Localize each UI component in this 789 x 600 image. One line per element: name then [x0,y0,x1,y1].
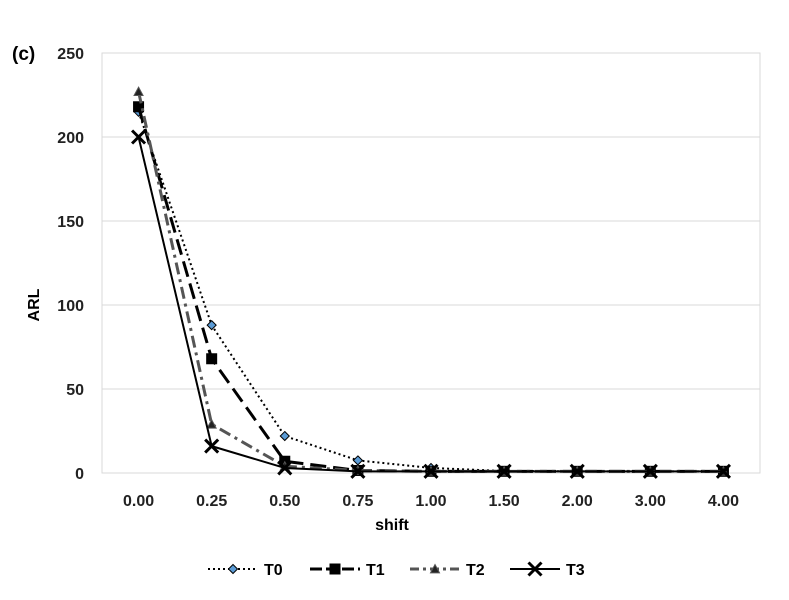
x-tick-label: 4.00 [708,493,739,510]
x-tick-label: 0.00 [123,493,154,510]
data-point-T3 [130,129,147,145]
data-point-T2 [206,418,218,429]
x-tick-label: 2.00 [562,493,593,510]
data-point-T2 [133,86,144,96]
data-point-T0 [206,319,217,331]
legend-swatch-marker [429,563,441,574]
y-tick-label: 0 [75,466,84,483]
y-tick-label: 150 [57,214,84,231]
data-point-T3 [569,463,585,479]
data-point-T3 [277,460,293,476]
y-tick-label: 200 [57,130,84,147]
legend-swatch-marker [227,563,239,575]
legend: T0 T1 T2 T3 [208,561,585,579]
legend-label: T3 [566,562,585,579]
data-point-T3 [496,463,512,479]
data-point-T3 [350,463,366,479]
x-tick-label: 0.50 [269,493,300,510]
legend-swatch-marker [527,561,543,577]
data-point-T1 [206,353,218,365]
data-point-T1 [133,101,145,113]
data-point-T3 [715,463,732,479]
y-tick-label: 250 [57,46,84,63]
data-point-T3 [423,463,439,479]
legend-label: T1 [366,562,385,579]
x-tick-label: 0.25 [196,493,227,510]
legend-item-T1: T1 [310,562,385,579]
legend-label: T2 [466,562,485,579]
y-tick-label: 100 [57,298,84,315]
data-point-T3 [642,463,658,479]
legend-item-T0: T0 [208,562,283,579]
legend-label: T0 [264,562,283,579]
x-axis-title: shift [375,517,409,534]
data-point-T0 [352,455,364,466]
series-line-T2 [137,91,724,473]
x-tick-labels: 0.00 0.25 0.50 0.75 1.00 1.50 2.00 3.00 4.00 [123,493,739,510]
y-tick-label: 50 [66,382,84,399]
data-point-T0 [279,430,290,442]
series-T3 [130,129,732,479]
x-tick-label: 3.00 [635,493,666,510]
x-tick-label: 1.00 [415,493,446,510]
legend-swatch-marker [329,563,341,575]
y-axis-title: ARL [26,288,43,321]
legend-item-T3: T3 [510,561,585,579]
series-group [130,86,732,479]
x-tick-label: 0.75 [342,493,373,510]
data-point-T3 [204,438,220,454]
x-tick-label: 1.50 [489,493,520,510]
panel-label: (c) [12,44,35,65]
legend-item-T2: T2 [410,562,485,579]
y-tick-labels: 0 50 100 150 200 250 [57,46,84,483]
